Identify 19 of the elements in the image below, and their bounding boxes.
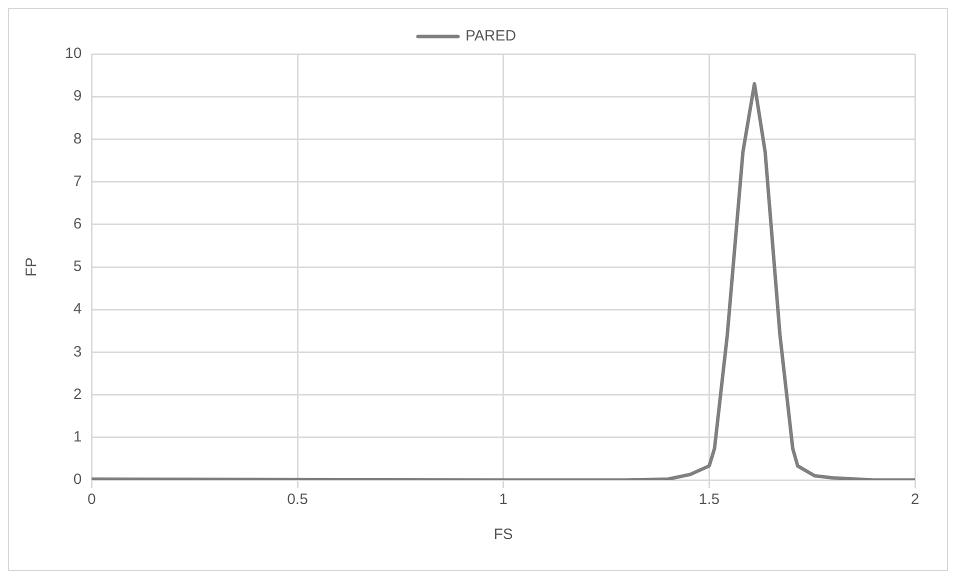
y-tick-label: 0 — [73, 471, 82, 488]
y-tick-label: 3 — [73, 343, 82, 360]
y-tick-label: 5 — [73, 258, 82, 276]
y-tick-label: 1 — [73, 428, 82, 446]
x-axis-title: FS — [494, 526, 513, 544]
x-tick-label: 1.5 — [698, 491, 720, 508]
y-tick-label: 10 — [64, 45, 82, 62]
y-tick-label: 9 — [73, 88, 82, 105]
y-tick-label: 6 — [73, 216, 82, 233]
legend-label: PARED — [465, 28, 516, 45]
y-tick-label: 4 — [73, 300, 82, 318]
x-tick-label: 0.5 — [287, 491, 308, 508]
y-tick-label: 8 — [73, 130, 82, 148]
y-axis-title: FP — [23, 257, 40, 277]
x-tick-label: 2 — [910, 491, 920, 508]
x-tick-label: 1 — [499, 491, 508, 508]
y-tick-label: 2 — [73, 386, 82, 403]
x-tick-label: 0 — [88, 491, 96, 508]
y-tick-label: 7 — [73, 172, 82, 190]
